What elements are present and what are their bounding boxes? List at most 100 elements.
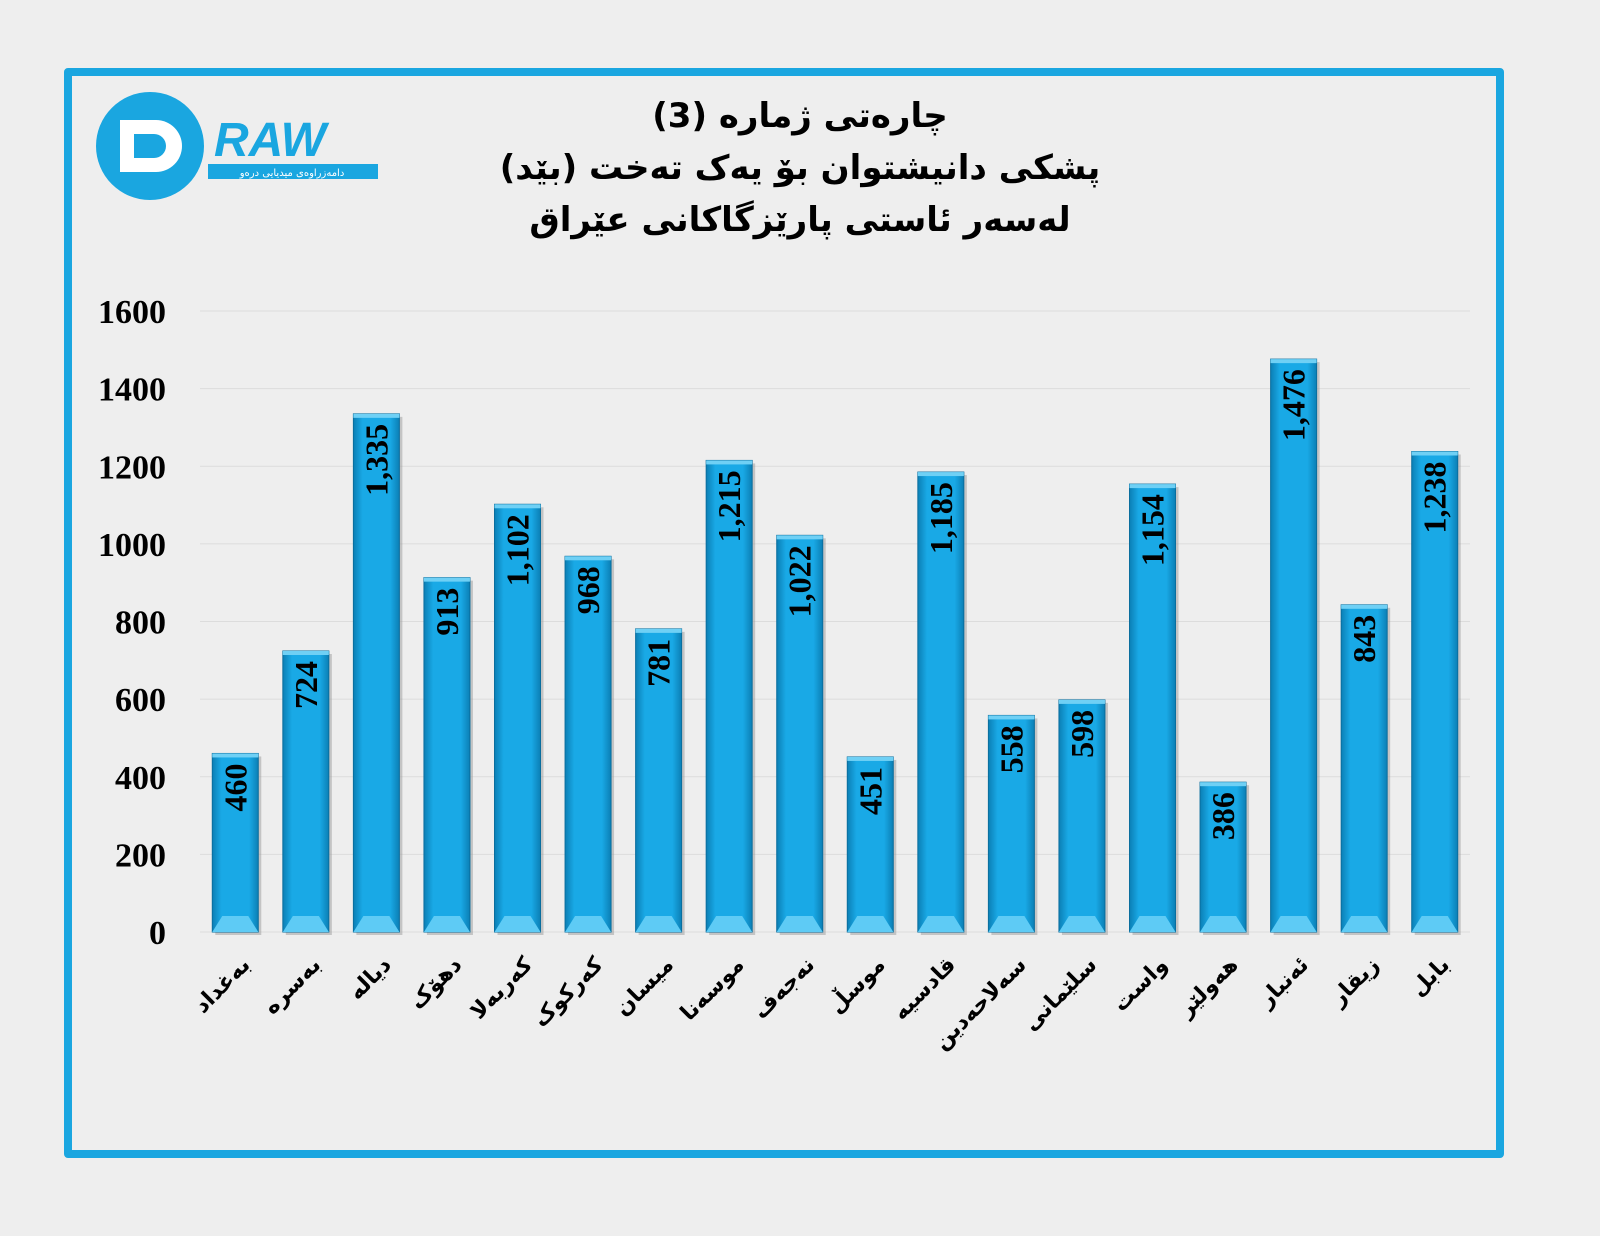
bar-top-bevel [282, 650, 329, 655]
y-tick-label: 1400 [98, 372, 166, 409]
data-label: 1,335 [358, 424, 394, 496]
bar [1058, 699, 1106, 933]
x-tick-label: هەولێر [1173, 953, 1243, 1023]
bar-base-bevel [917, 916, 964, 932]
x-tick-label: موسەنا [676, 953, 749, 1026]
y-tick-label: 0 [149, 915, 166, 952]
y-tick-label: 400 [115, 760, 166, 797]
y-tick-label: 1000 [98, 527, 166, 564]
x-tick-label: بابل [1406, 953, 1455, 1002]
data-label: 558 [993, 725, 1029, 773]
x-tick-label: دهۆک [405, 953, 467, 1015]
y-tick-label: 1600 [98, 294, 166, 331]
data-label: 843 [1346, 615, 1382, 663]
bar-base-bevel [1411, 916, 1458, 932]
bar-top-bevel [212, 753, 259, 758]
bar [494, 503, 541, 933]
bar-top-bevel [423, 577, 470, 582]
bar-top-bevel [1270, 359, 1317, 364]
bar-base-bevel [353, 916, 400, 932]
bar-top-bevel [565, 556, 612, 561]
x-tick-label: بەسرە [259, 953, 326, 1020]
svg-text:RAW: RAW [214, 114, 330, 167]
x-tick-label: نەجەف [748, 953, 820, 1025]
bar-base-bevel [423, 916, 470, 932]
chart-title-line-3: لەسەر ئاستی پارێزگاكانی عێراق [529, 200, 1071, 240]
x-tick-label: موسڵ [822, 950, 890, 1018]
bar [282, 650, 330, 933]
x-tick-label: سلێمانی [1019, 953, 1103, 1037]
x-tick-label: کەربەلا [466, 952, 538, 1024]
bar-base-bevel [635, 916, 682, 932]
x-tick-label: میسان [610, 953, 679, 1022]
bar-top-bevel [494, 504, 541, 509]
x-tick-label: قادسیە [888, 953, 961, 1026]
bar-base-bevel [212, 916, 259, 932]
bar [635, 628, 683, 933]
bar-base-bevel [565, 916, 612, 932]
chart-title-line-1: چارەتی ژمارە (3) [652, 96, 948, 136]
data-label: 781 [641, 639, 677, 687]
data-label: 598 [1064, 710, 1100, 758]
bar-base-bevel [706, 916, 753, 932]
y-tick-label: 1200 [98, 449, 166, 486]
data-label: 386 [1205, 792, 1241, 840]
bar [211, 752, 259, 933]
data-label: 451 [852, 767, 888, 815]
data-label: 724 [288, 661, 324, 709]
data-label: 1,154 [1135, 494, 1171, 566]
x-tick-label: بەغداد [190, 953, 256, 1019]
data-label: 1,185 [923, 482, 959, 554]
bar-top-bevel [1129, 484, 1176, 489]
chart-title-line-2: پشکی دانیشتوان بۆ یەک تەخت (بێد) [499, 148, 1101, 188]
bar-base-bevel [1129, 916, 1176, 932]
bar-base-bevel [1200, 916, 1247, 932]
data-label: 1,476 [1276, 369, 1312, 441]
bar-top-bevel [847, 756, 894, 761]
bar-top-bevel [1341, 604, 1388, 609]
bar-top-bevel [1411, 451, 1458, 456]
bar-base-bevel [847, 916, 894, 932]
bar-top-bevel [1200, 782, 1247, 787]
bar [987, 714, 1035, 933]
bar [705, 459, 753, 933]
x-tick-label: دیالە [344, 953, 397, 1006]
bar-base-bevel [494, 916, 541, 932]
bar-base-bevel [1341, 916, 1388, 932]
bar [1270, 358, 1318, 933]
bar-top-bevel [635, 628, 682, 633]
bar [1129, 483, 1176, 933]
bar [423, 577, 471, 933]
logo-tagline: دامەزراوەی میدیایی درەو [239, 168, 345, 179]
bar-base-bevel [282, 916, 329, 932]
bar [776, 534, 824, 933]
bar [352, 413, 400, 933]
bar-top-bevel [1058, 699, 1105, 704]
bar-top-bevel [776, 535, 823, 540]
x-tick-label: کەرکوک [528, 952, 608, 1032]
x-tick-label: واست [1108, 953, 1172, 1017]
bar-base-bevel [1270, 916, 1317, 932]
y-tick-label: 600 [115, 682, 166, 719]
data-label: 968 [570, 566, 606, 614]
x-tick-label: ئەنبار [1253, 953, 1314, 1014]
draw-logo: RAW دامەزراوەی میدیایی درەو [96, 90, 396, 202]
bar-top-bevel [988, 715, 1035, 720]
bar-top-bevel [353, 413, 400, 418]
data-label: 913 [429, 588, 465, 636]
bar-base-bevel [776, 916, 823, 932]
bar-top-bevel [706, 460, 753, 465]
data-label: 1,238 [1417, 462, 1453, 534]
y-tick-label: 800 [115, 605, 166, 642]
y-tick-label: 200 [115, 837, 166, 874]
bar-top-bevel [917, 472, 964, 477]
data-label: 460 [217, 763, 253, 811]
x-tick-label: زیقار [1325, 953, 1384, 1012]
data-label: 1,022 [782, 545, 818, 617]
data-label: 1,215 [711, 470, 747, 542]
data-label: 1,102 [500, 514, 536, 586]
bar-base-bevel [988, 916, 1035, 932]
bar [1411, 451, 1459, 933]
bar-base-bevel [1058, 916, 1105, 932]
